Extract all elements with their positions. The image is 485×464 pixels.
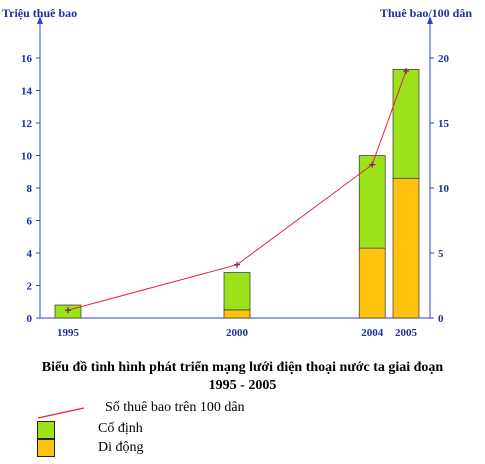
y-left-tick-label: 12 xyxy=(21,118,33,130)
y-left-tick-label: 10 xyxy=(21,151,33,163)
y-right-tick-label: 5 xyxy=(438,248,444,260)
bar-segment xyxy=(358,247,386,319)
legend-fixed-label: Cố định xyxy=(98,421,143,436)
bar-segment xyxy=(392,69,420,179)
y-right-tick-label: 15 xyxy=(438,118,450,130)
x-tick-label: 2005 xyxy=(395,327,418,339)
bar-segment xyxy=(392,177,420,319)
line-series-path xyxy=(67,70,407,311)
line-series xyxy=(65,68,409,314)
y-axis-left-title: Triệu thuê bao xyxy=(2,6,78,20)
y-right-tick-label: 20 xyxy=(438,53,450,65)
y-left-tick-label: 2 xyxy=(27,281,33,293)
bar-segment xyxy=(223,309,251,319)
x-tick-label: 1995 xyxy=(57,327,80,339)
x-tick-label: 2004 xyxy=(361,327,384,339)
bar-segment xyxy=(358,155,386,249)
bar-segment xyxy=(223,272,251,311)
y-left-tick-label: 14 xyxy=(21,86,33,98)
bars xyxy=(54,69,420,319)
legend-line-swatch xyxy=(37,407,85,419)
legend-fixed-swatch xyxy=(37,421,55,439)
y-axis-left-arrow xyxy=(37,16,43,24)
legend-line-label: Số thuê bao trên 100 dân xyxy=(105,400,245,415)
chart-title-line1: Biểu đồ tình hình phát triển mạng lưới đ… xyxy=(41,360,444,375)
ticks: 0 2 4 6 8 10 12 14 16 0 5 10 15 20 1995 2000 2004 2005 xyxy=(21,53,450,339)
y-axis-right-title: Thuê bao/100 dân xyxy=(380,6,473,20)
x-tick-label: 2000 xyxy=(226,327,249,339)
y-axis-right-arrow xyxy=(427,16,433,24)
chart-title-line2: 1995 - 2005 xyxy=(208,378,277,393)
y-left-tick-label: 16 xyxy=(21,53,33,65)
y-left-tick-label: 8 xyxy=(27,183,33,195)
y-left-tick-label: 6 xyxy=(27,216,33,228)
y-left-tick-label: 4 xyxy=(27,248,33,260)
y-right-tick-label: 10 xyxy=(438,183,450,195)
legend-mobile-label: Di động xyxy=(98,440,144,455)
legend-mobile-swatch xyxy=(37,439,55,457)
y-left-tick-label: 0 xyxy=(27,313,33,325)
y-right-tick-label: 0 xyxy=(438,313,444,325)
